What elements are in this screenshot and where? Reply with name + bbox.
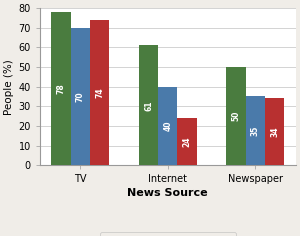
X-axis label: News Source: News Source bbox=[128, 188, 208, 198]
Text: 50: 50 bbox=[232, 111, 241, 121]
Text: 61: 61 bbox=[144, 100, 153, 111]
Bar bbox=[246, 97, 265, 165]
Text: 40: 40 bbox=[163, 121, 172, 131]
Bar bbox=[265, 98, 284, 165]
Legend: 2009, 2008, 2007: 2009, 2008, 2007 bbox=[100, 232, 236, 236]
Bar bbox=[158, 87, 177, 165]
Text: 78: 78 bbox=[56, 83, 65, 94]
Bar bbox=[177, 118, 197, 165]
Text: 35: 35 bbox=[251, 126, 260, 136]
Y-axis label: People (%): People (%) bbox=[4, 59, 14, 114]
Text: 24: 24 bbox=[182, 136, 191, 147]
Text: 70: 70 bbox=[76, 91, 85, 102]
Text: 34: 34 bbox=[270, 126, 279, 137]
Bar bbox=[139, 46, 158, 165]
Bar bbox=[226, 67, 246, 165]
Text: 74: 74 bbox=[95, 87, 104, 98]
Bar bbox=[90, 20, 109, 165]
Bar bbox=[70, 28, 90, 165]
Bar bbox=[51, 12, 70, 165]
